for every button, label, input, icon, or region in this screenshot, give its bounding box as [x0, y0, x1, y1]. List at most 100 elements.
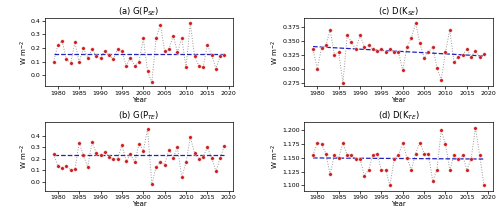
Point	[204, 146, 212, 149]
Title: (b) G(P$_{TE}$): (b) G(P$_{TE}$)	[118, 110, 160, 122]
Point	[314, 67, 322, 71]
Point	[148, 182, 156, 186]
Y-axis label: W m$^{-2}$: W m$^{-2}$	[270, 40, 281, 65]
X-axis label: Year: Year	[391, 202, 406, 208]
Point	[190, 151, 198, 155]
Point	[54, 164, 62, 168]
Point	[408, 168, 416, 172]
Point	[467, 55, 475, 58]
Point	[118, 143, 126, 147]
Point	[110, 157, 118, 161]
Point	[454, 55, 462, 58]
Point	[62, 164, 70, 168]
Point	[318, 143, 326, 146]
Point	[463, 168, 471, 172]
Point	[71, 167, 79, 171]
Point	[408, 36, 416, 40]
Point	[101, 150, 109, 154]
Point	[433, 66, 441, 69]
Point	[322, 44, 330, 47]
Point	[199, 65, 207, 69]
Title: (c) D(K$_{SE}$): (c) D(K$_{SE}$)	[378, 5, 419, 18]
Point	[364, 168, 372, 172]
Point	[446, 168, 454, 172]
Point	[463, 48, 471, 51]
Point	[122, 64, 130, 68]
Point	[122, 159, 130, 163]
Point	[169, 34, 177, 37]
Point	[105, 53, 113, 57]
Point	[135, 60, 143, 63]
Point	[314, 141, 322, 144]
Point	[208, 156, 216, 159]
Point	[378, 48, 386, 51]
Point	[412, 21, 420, 24]
Point	[352, 48, 360, 51]
Y-axis label: W m$^{-2}$: W m$^{-2}$	[18, 144, 30, 169]
Point	[220, 145, 228, 148]
Point	[50, 153, 58, 156]
Point	[446, 28, 454, 32]
Point	[144, 127, 152, 131]
Y-axis label: W m$^{-2}$: W m$^{-2}$	[18, 40, 30, 65]
Point	[378, 168, 386, 172]
Point	[114, 157, 122, 161]
Point	[412, 152, 420, 155]
Point	[403, 45, 411, 48]
Point	[71, 41, 79, 44]
Point	[148, 81, 156, 84]
Point	[96, 56, 104, 59]
Point	[126, 56, 134, 59]
Point	[84, 165, 92, 169]
Point	[480, 53, 488, 56]
Point	[339, 141, 347, 144]
Point	[390, 50, 398, 54]
Point	[105, 155, 113, 158]
Point	[130, 64, 138, 68]
X-axis label: Year: Year	[132, 97, 146, 103]
Point	[88, 140, 96, 143]
Point	[156, 161, 164, 164]
Point	[62, 57, 70, 61]
Point	[356, 34, 364, 37]
Point	[182, 161, 190, 164]
Point	[110, 57, 118, 61]
Point	[178, 37, 186, 40]
Point	[208, 53, 216, 57]
Point	[186, 135, 194, 139]
Point	[373, 49, 381, 53]
Point	[101, 49, 109, 53]
Point	[186, 22, 194, 25]
Point	[174, 50, 182, 54]
Point	[420, 152, 428, 155]
Point	[442, 50, 450, 54]
Point	[428, 45, 436, 48]
Point	[199, 155, 207, 158]
Point	[160, 163, 168, 166]
Point	[54, 44, 62, 47]
Point	[92, 54, 100, 58]
Point	[472, 126, 480, 129]
Point	[152, 37, 160, 40]
Point	[326, 28, 334, 32]
Point	[58, 39, 66, 43]
Point	[454, 157, 462, 161]
Point	[399, 141, 407, 144]
Point	[140, 37, 147, 40]
Point	[126, 153, 134, 156]
Point	[437, 129, 445, 132]
Point	[450, 60, 458, 64]
Point	[140, 149, 147, 153]
Point	[416, 42, 424, 45]
Point	[364, 44, 372, 47]
Point	[66, 168, 74, 172]
Point	[472, 49, 480, 53]
X-axis label: Year: Year	[391, 97, 406, 103]
Point	[458, 53, 466, 57]
Point	[144, 69, 152, 73]
Point	[212, 67, 220, 70]
Point	[190, 54, 198, 58]
Point	[118, 49, 126, 53]
Point	[330, 53, 338, 57]
Point	[424, 152, 432, 155]
